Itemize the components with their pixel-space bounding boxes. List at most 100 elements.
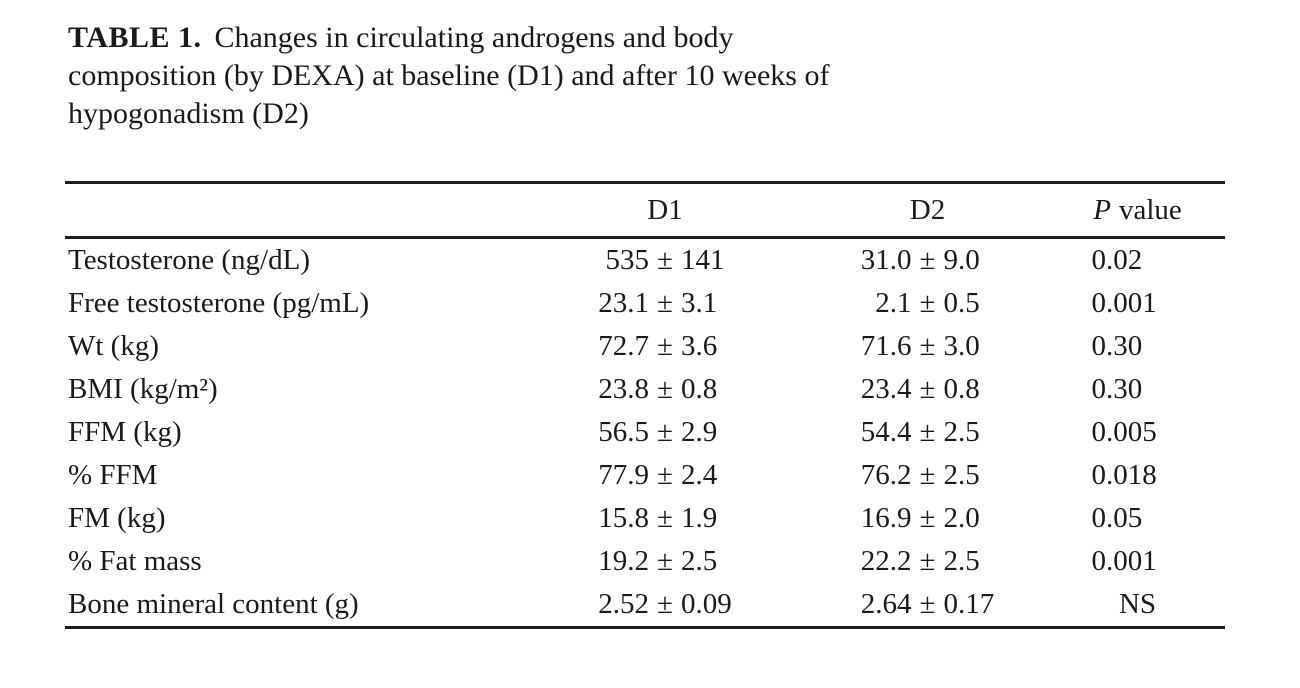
plus-minus-sign: ± [919,588,936,620]
plus-minus-sign: ± [657,373,673,405]
d1-mean: 2.52 [598,588,650,620]
d2-value: 71.6 ±3.0 [805,330,1050,363]
d2-value: 23.4 ±0.8 [805,373,1050,406]
plus-minus-sign: ± [657,588,673,620]
d1-mean: 15.8 [598,502,650,534]
d1-value: 15.8 ±1.9 [525,502,805,535]
p-value: 0.005 [1050,416,1225,449]
table-top-rule [65,181,1225,184]
d1-sd: 141 [680,244,725,276]
d2-mean: 23.4 [860,373,912,405]
d1-value: 2.52 ±0.09 [525,588,805,621]
p-value-text: 0.02 [1091,244,1143,276]
d2-mean: 31.0 [860,244,912,276]
plus-minus-sign: ± [919,330,936,362]
d2-sd: 2.5 [943,416,980,448]
plus-minus-sign: ± [657,459,673,491]
d2-value: 16.9 ±2.0 [805,502,1050,535]
p-value: 0.30 [1050,330,1225,363]
d1-mean: 19.2 [598,545,650,577]
table-row: Testosterone (ng/dL) 535 ±141 31.0 ±9.0 0.… [65,239,1225,282]
row-label: Wt (kg) [68,330,159,362]
d1-sd: 3.6 [680,330,718,362]
table-row: Free testosterone (pg/mL) 23.1 ±3.1 2.1 ±0… [65,282,1225,325]
p-value-text: 0.001 [1091,287,1157,319]
d2-mean: 2.1 [875,287,912,319]
d1-sd: 3.1 [680,287,718,319]
d1-sd: 0.8 [680,373,718,405]
d1-value: 72.7 ±3.6 [525,330,805,363]
d1-value: 535 ±141 [525,244,805,277]
p-value: 0.05 [1050,502,1225,535]
d2-value: 2.64 ±0.17 [805,588,1050,621]
d1-mean: 56.5 [598,416,650,448]
header-p-italic: P [1093,193,1111,226]
row-label: BMI (kg/m²) [68,373,218,405]
d2-mean: 76.2 [860,459,912,491]
d2-value: 31.0 ±9.0 [805,244,1050,277]
caption-text-1: Changes in circulating androgens and bod… [214,21,734,54]
d2-mean: 54.4 [860,416,912,448]
d2-sd: 2.5 [943,545,980,577]
p-value-text: 0.30 [1091,330,1143,362]
p-value: 0.018 [1050,459,1225,492]
table-row: BMI (kg/m²) 23.8 ±0.8 23.4 ±0.8 0.30 [65,368,1225,411]
d2-value: 76.2 ±2.5 [805,459,1050,492]
caption-line-1: TABLE 1. Changes in circulating androgens… [68,19,829,57]
d2-mean: 2.64 [860,588,912,620]
p-value-text: 0.001 [1091,545,1157,577]
d2-mean: 22.2 [860,545,912,577]
table-caption: TABLE 1. Changes in circulating androgens… [68,19,829,133]
table-body: Testosterone (ng/dL) 535 ±141 31.0 ±9.0 0.… [65,239,1225,626]
d1-sd: 2.4 [680,459,718,491]
p-value: 0.02 [1050,244,1225,277]
header-d1: D1 [647,193,683,226]
d2-sd: 9.0 [943,244,980,276]
plus-minus-sign: ± [657,502,673,534]
plus-minus-sign: ± [657,545,673,577]
d1-sd: 0.09 [680,588,732,620]
d2-sd: 0.17 [943,588,995,620]
table-bottom-rule [65,626,1225,629]
d2-mean: 16.9 [860,502,912,534]
p-value: 0.001 [1050,287,1225,320]
table-mid-rule [65,236,1225,239]
header-p-rest: value [1118,193,1182,226]
d2-sd: 3.0 [943,330,980,362]
row-label: Bone mineral content (g) [68,588,359,620]
d2-sd: 2.0 [943,502,980,534]
table-row: Wt (kg) 72.7 ±3.6 71.6 ±3.0 0.30 [65,325,1225,368]
p-value: 0.001 [1050,545,1225,578]
header-d2: D2 [909,193,946,226]
d1-mean: 77.9 [598,459,650,491]
table-row: % Fat mass 19.2 ±2.5 22.2 ±2.5 0.001 [65,540,1225,583]
plus-minus-sign: ± [919,502,936,534]
d1-mean: 535 [605,244,650,276]
row-label: FM (kg) [68,502,166,534]
table-row: Bone mineral content (g) 2.52 ±0.09 2.64 ±… [65,583,1225,626]
d1-value: 77.9 ±2.4 [525,459,805,492]
table-row: FFM (kg) 56.5 ±2.9 54.4 ±2.5 0.005 [65,411,1225,454]
plus-minus-sign: ± [919,244,936,276]
d2-sd: 2.5 [943,459,980,491]
d1-value: 56.5 ±2.9 [525,416,805,449]
d2-sd: 0.8 [943,373,980,405]
plus-minus-sign: ± [657,330,673,362]
p-value-text: 0.005 [1091,416,1157,448]
d1-sd: 2.9 [680,416,718,448]
d1-mean: 23.1 [598,287,650,319]
plus-minus-sign: ± [919,287,936,319]
d2-mean: 71.6 [860,330,912,362]
d1-mean: 72.7 [598,330,650,362]
table-row: % FFM 77.9 ±2.4 76.2 ±2.5 0.018 [65,454,1225,497]
d1-value: 23.8 ±0.8 [525,373,805,406]
p-value-text: 0.30 [1091,373,1143,405]
d1-value: 19.2 ±2.5 [525,545,805,578]
plus-minus-sign: ± [919,459,936,491]
p-value: NS [1050,588,1225,621]
p-value-text: NS [1118,588,1157,620]
row-label: % Fat mass [68,545,202,577]
